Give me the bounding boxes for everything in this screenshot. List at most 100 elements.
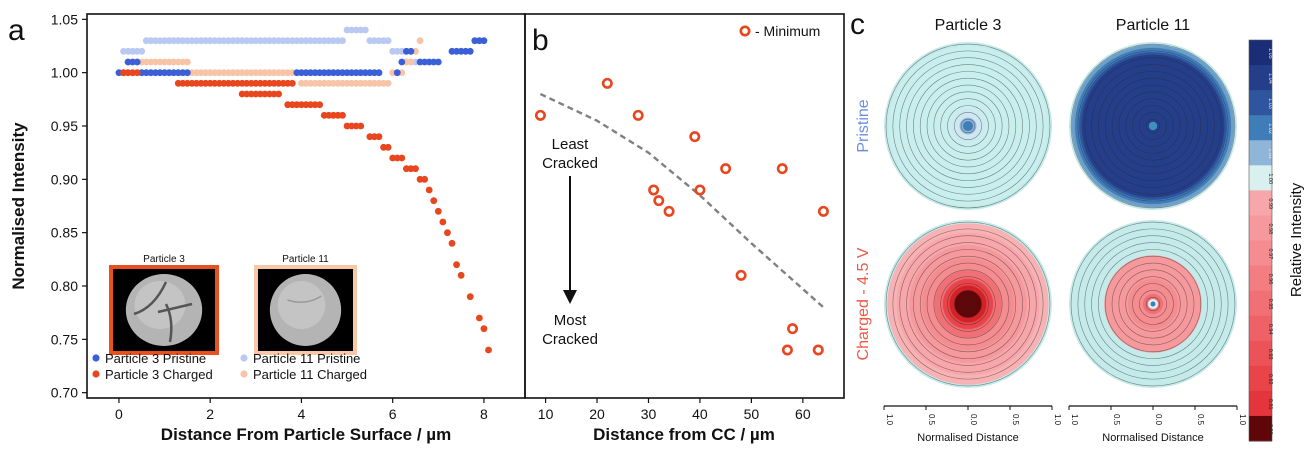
legend-marker-minimum bbox=[739, 25, 751, 37]
annotation-least: Least bbox=[552, 136, 590, 153]
legend-marker bbox=[92, 370, 100, 378]
contour-line bbox=[913, 71, 1023, 181]
column-title: Particle 3 bbox=[935, 17, 1002, 34]
panel-a-point bbox=[357, 122, 365, 130]
contour-line bbox=[1104, 255, 1202, 353]
panel-a-y-tick-label: 0.75 bbox=[51, 331, 78, 347]
panel-b: b 10 20 30 40 50 60 Distance from CC / µm - M… bbox=[524, 13, 845, 444]
contour-line bbox=[1111, 84, 1195, 168]
panel-b-point bbox=[601, 77, 613, 89]
panel-a-point bbox=[453, 261, 460, 269]
panel-a-insets: Particle 3 Particle 11 bbox=[109, 254, 357, 355]
colorbar-segment bbox=[1249, 40, 1272, 66]
colorbar-segment bbox=[1249, 90, 1272, 116]
row-title: Pristine bbox=[855, 99, 872, 152]
disc-axis-tick-label: 0.5 bbox=[1011, 414, 1020, 426]
panel-b-fit-line bbox=[539, 92, 825, 309]
contour-line bbox=[1125, 98, 1181, 154]
legend-label: Particle 11 Charged bbox=[253, 367, 367, 382]
panel-a-point bbox=[421, 175, 429, 183]
contour-line bbox=[947, 283, 989, 325]
panel-a-point bbox=[183, 69, 191, 77]
colorbar-segment bbox=[1249, 165, 1272, 191]
contour-line bbox=[885, 43, 1051, 209]
disc-axis-tick-label: 0.0 bbox=[969, 414, 978, 426]
panel-a-point bbox=[466, 47, 474, 55]
legend-marker bbox=[92, 354, 100, 362]
fit-line bbox=[539, 92, 825, 309]
colorbar-tick-label: 1.05 bbox=[1267, 48, 1273, 59]
colorbar-tick-label: 1.04 bbox=[1267, 73, 1273, 84]
panel-label-c: c bbox=[850, 8, 865, 41]
contour-line bbox=[1077, 50, 1229, 202]
colorbar-tick-label: 0.94 bbox=[1267, 324, 1273, 335]
contour-line bbox=[1091, 242, 1215, 366]
contour-line bbox=[1132, 105, 1174, 147]
contour-line bbox=[933, 91, 1003, 161]
colorbar-segment bbox=[1249, 290, 1272, 317]
panel-a-point bbox=[416, 37, 424, 45]
contour-line bbox=[1132, 283, 1174, 325]
disc-axis-tick-label: 1.0 bbox=[1053, 414, 1062, 426]
contour-line bbox=[919, 77, 1017, 175]
contour-line bbox=[1118, 269, 1188, 339]
inset-particle: Particle 3 bbox=[109, 254, 219, 355]
contour-line bbox=[1084, 57, 1222, 195]
contour-line bbox=[899, 235, 1037, 373]
panel-a-point bbox=[275, 90, 283, 98]
panel-a-y-tick-label: 0.90 bbox=[51, 171, 78, 187]
contour-line bbox=[1139, 112, 1167, 140]
contour-line bbox=[1070, 221, 1236, 387]
panel-a-point bbox=[339, 111, 346, 119]
panel-a-y-tick-label: 0.85 bbox=[51, 225, 78, 241]
panel-a-point bbox=[288, 79, 296, 87]
disc-axis-label: Normalised Distance bbox=[1102, 432, 1203, 444]
panel-a-point bbox=[444, 229, 451, 237]
panel-b-point bbox=[720, 163, 732, 175]
panel-b-points bbox=[534, 77, 829, 356]
legend-marker bbox=[240, 354, 248, 362]
panel-b-point bbox=[735, 269, 747, 281]
panel-a-point bbox=[384, 37, 392, 45]
panel-a-point bbox=[384, 143, 392, 151]
contour-line bbox=[933, 269, 1003, 339]
contour-line bbox=[947, 105, 989, 147]
panel-a-x-tick-label: 8 bbox=[480, 406, 488, 422]
panel-label-a: a bbox=[8, 14, 25, 47]
colorbar-tick-label: 1.02 bbox=[1267, 123, 1273, 134]
panel-a-point bbox=[375, 133, 383, 141]
panel-a-y-tick-label: 1.00 bbox=[51, 65, 78, 81]
colorbar-segment bbox=[1249, 240, 1272, 267]
disc-ring bbox=[962, 120, 974, 132]
panel-b-point bbox=[787, 323, 799, 335]
panel-a-point bbox=[407, 58, 415, 66]
panel-a-point bbox=[448, 239, 456, 247]
panel-a-point bbox=[133, 69, 141, 77]
panel-a-point bbox=[480, 325, 488, 333]
colorbar-frame bbox=[1248, 39, 1273, 442]
panel-b-legend: - Minimum bbox=[739, 23, 820, 39]
colorbar-tick-label: 0.91 bbox=[1267, 399, 1273, 410]
disc-axis-tick-label: 1.0 bbox=[885, 414, 894, 426]
panel-b-x-tick-label: 20 bbox=[589, 406, 605, 422]
disc-axis-tick-label: 0.0 bbox=[1154, 414, 1163, 426]
contour-line bbox=[1111, 262, 1195, 346]
disc-ring bbox=[954, 290, 982, 318]
legend-label: Particle 3 Pristine bbox=[105, 351, 206, 366]
panel-b-x-tick-label: 50 bbox=[744, 406, 760, 422]
contour-line bbox=[960, 296, 976, 312]
disc-axis: 1.0 0.5 0.0 0.5 1.0 Normalised Distance bbox=[1068, 405, 1247, 444]
contour-line bbox=[885, 221, 1051, 387]
panel-b-point bbox=[776, 163, 788, 175]
colorbar: 1.05 1.04 1.03 1.02 1.01 1.00 0.99 0.98 0.97 0.96… bbox=[1248, 39, 1273, 442]
annotation-arrow-head bbox=[563, 290, 577, 304]
contour-line bbox=[1139, 290, 1167, 318]
contour-line bbox=[919, 255, 1017, 353]
panel-b-point bbox=[648, 184, 660, 196]
panel-c: c Particle 3 Particle 11 Pristine Charged … bbox=[850, 8, 1305, 444]
panel-a-point bbox=[434, 58, 442, 66]
panel-a-y-label: Normalised Intensity bbox=[9, 122, 28, 290]
colorbar-tick-label: 1.03 bbox=[1267, 98, 1273, 109]
